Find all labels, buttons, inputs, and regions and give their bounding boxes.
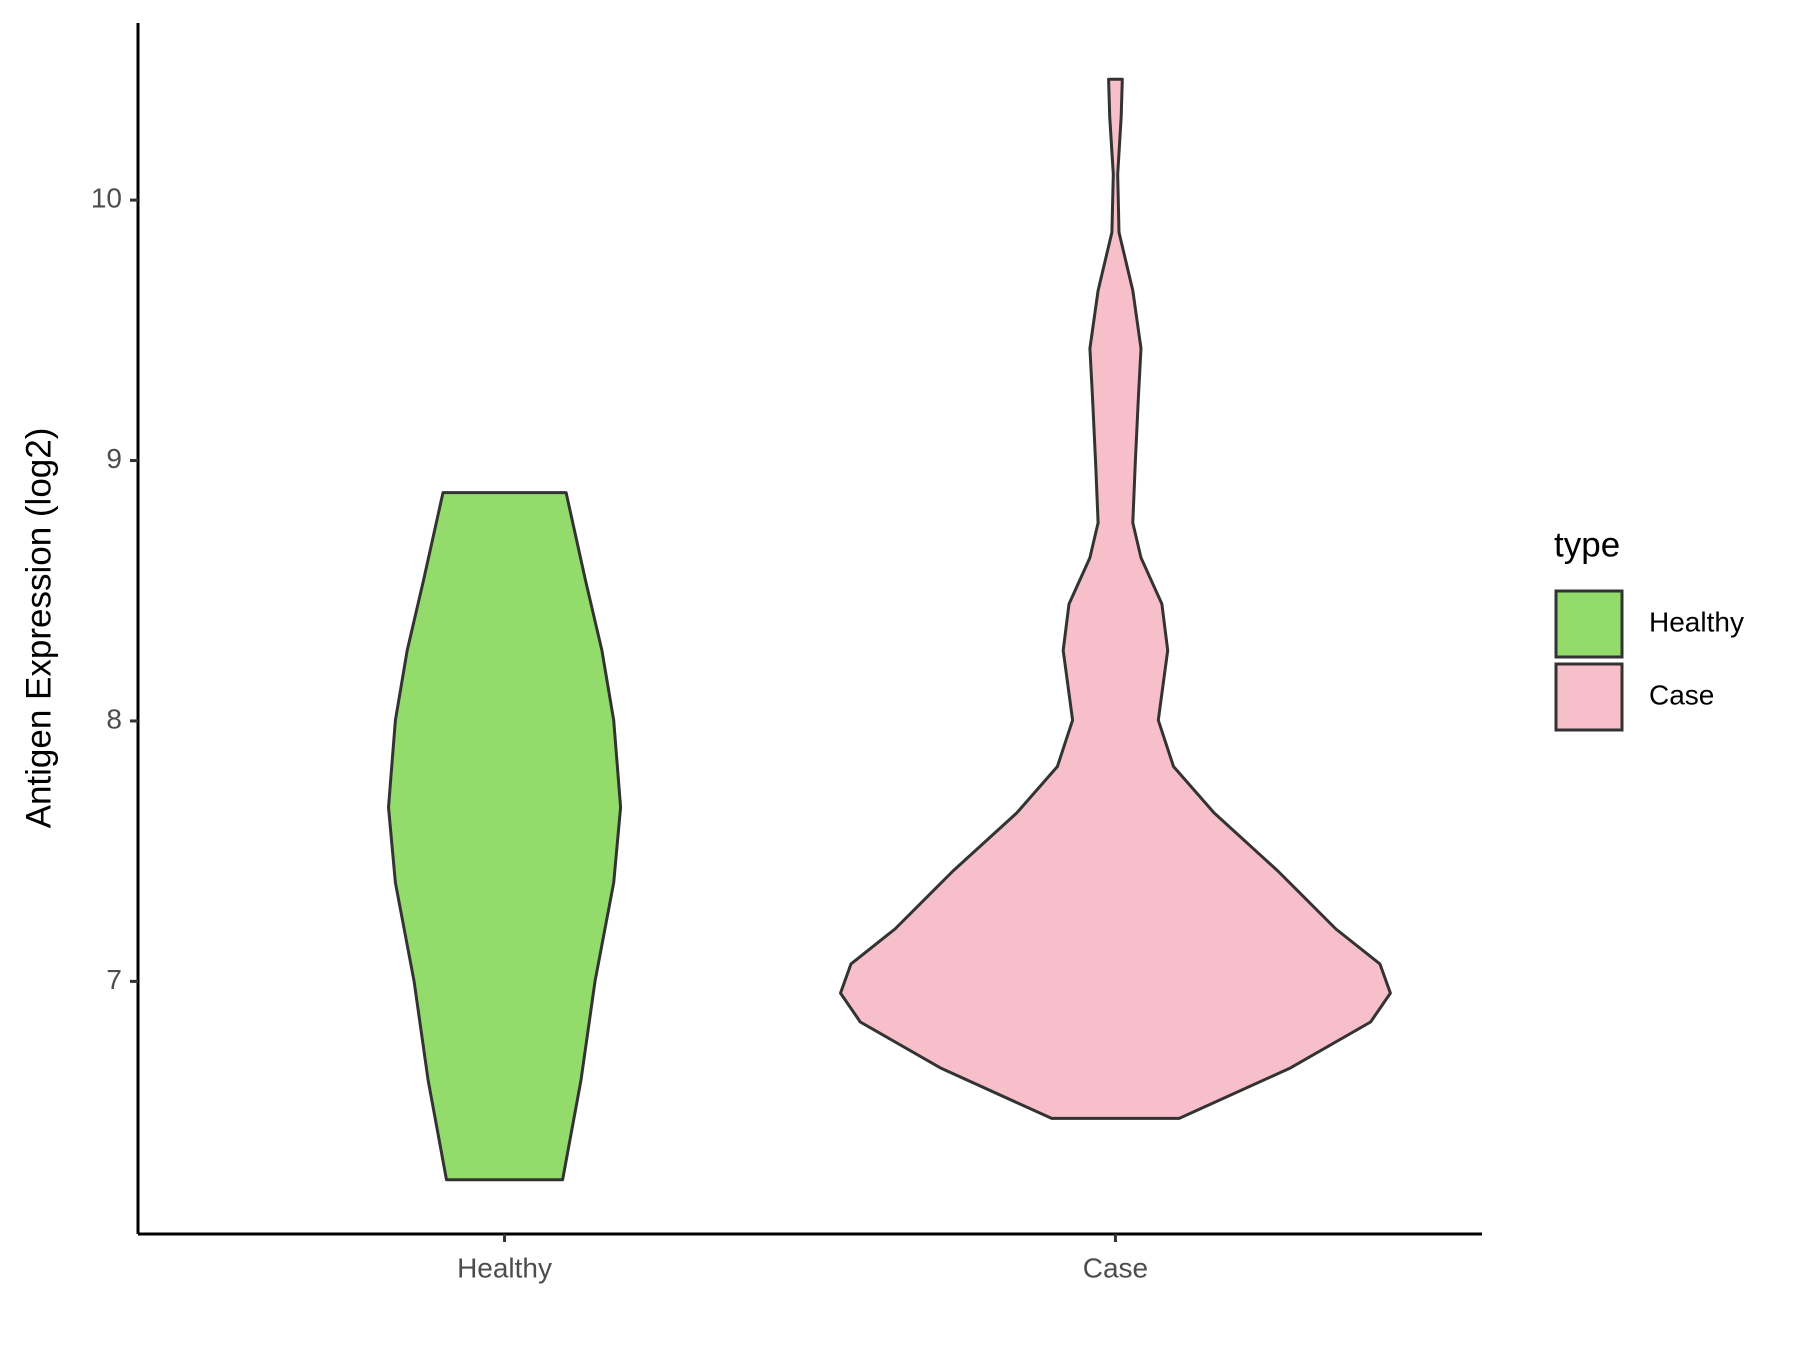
legend-label: Healthy bbox=[1649, 606, 1744, 637]
legend-title: type bbox=[1554, 525, 1620, 564]
y-tick-label: 7 bbox=[106, 964, 122, 995]
legend-key bbox=[1554, 589, 1624, 659]
violin bbox=[839, 77, 1392, 1120]
legend-label: Case bbox=[1649, 679, 1714, 710]
x-tick-label: Healthy bbox=[457, 1252, 552, 1283]
y-tick-label: 10 bbox=[91, 182, 122, 213]
y-tick-label: 9 bbox=[106, 443, 122, 474]
y-tick-label: 8 bbox=[106, 703, 122, 734]
x-tick-label: Case bbox=[1083, 1252, 1148, 1283]
y-axis-title: Antigen Expression (log2) bbox=[19, 428, 58, 829]
violin bbox=[387, 491, 623, 1182]
legend-key bbox=[1554, 662, 1624, 732]
